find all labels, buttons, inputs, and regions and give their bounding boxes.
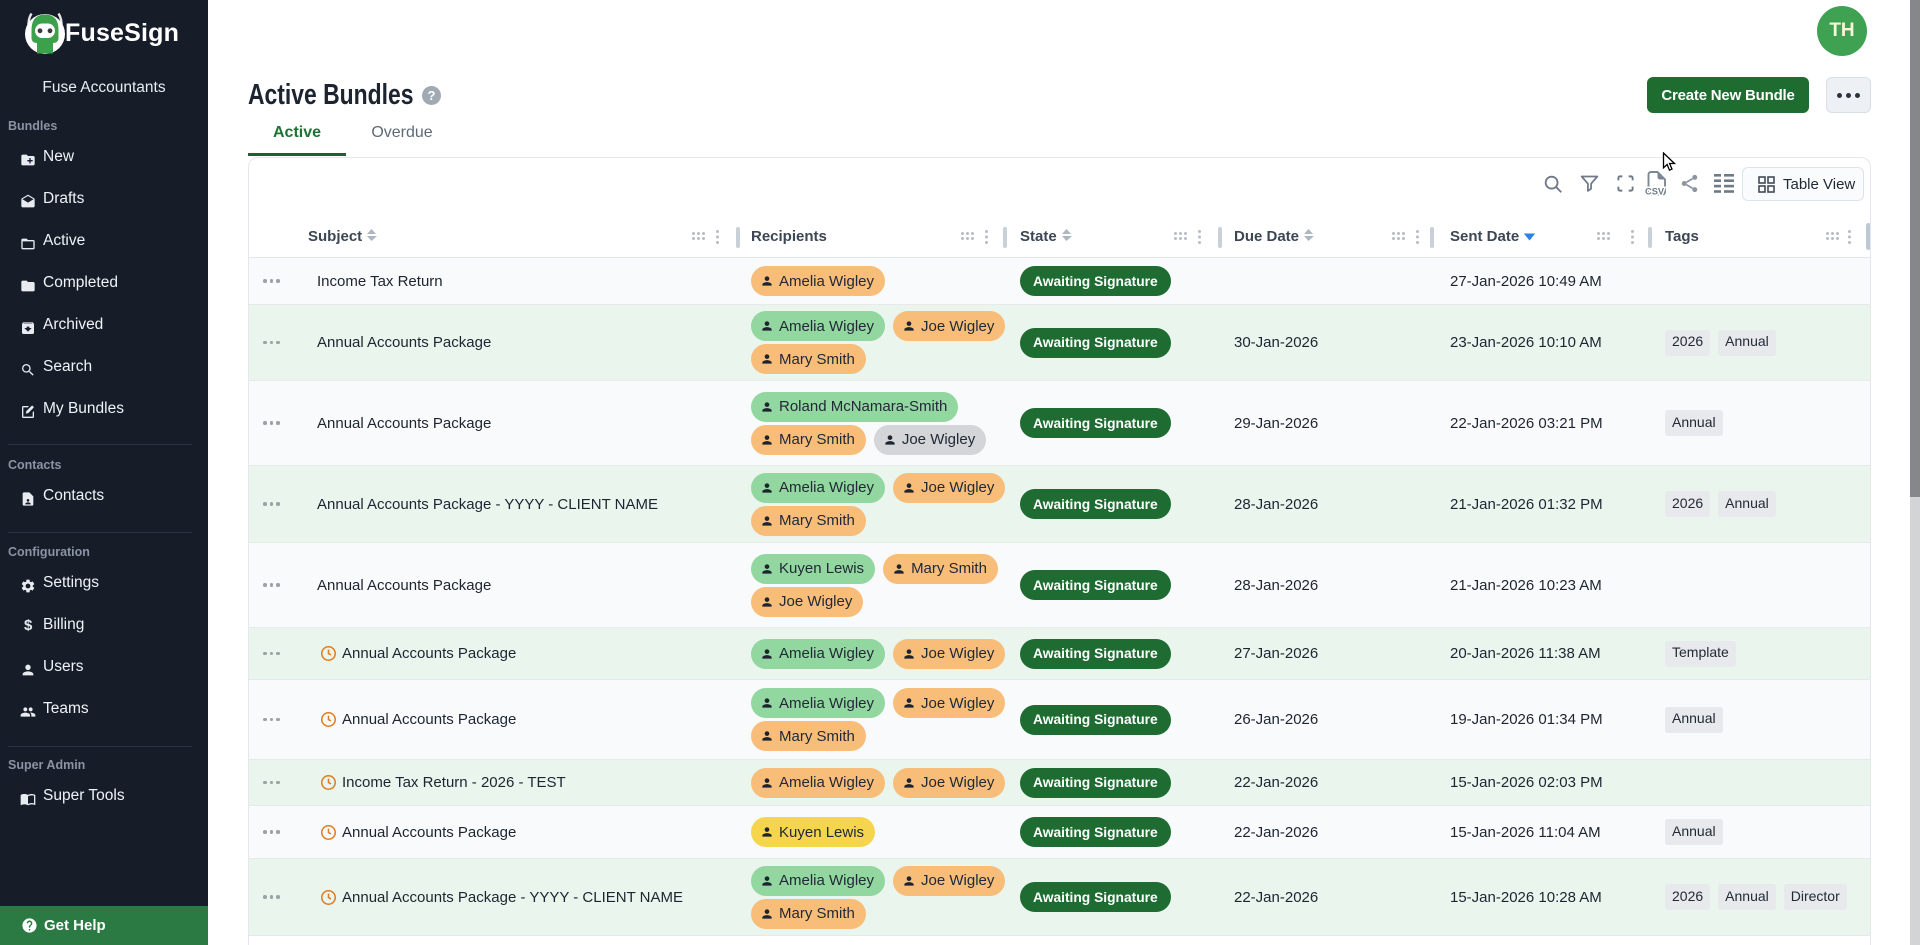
svg-text:CSV: CSV: [1645, 187, 1665, 197]
